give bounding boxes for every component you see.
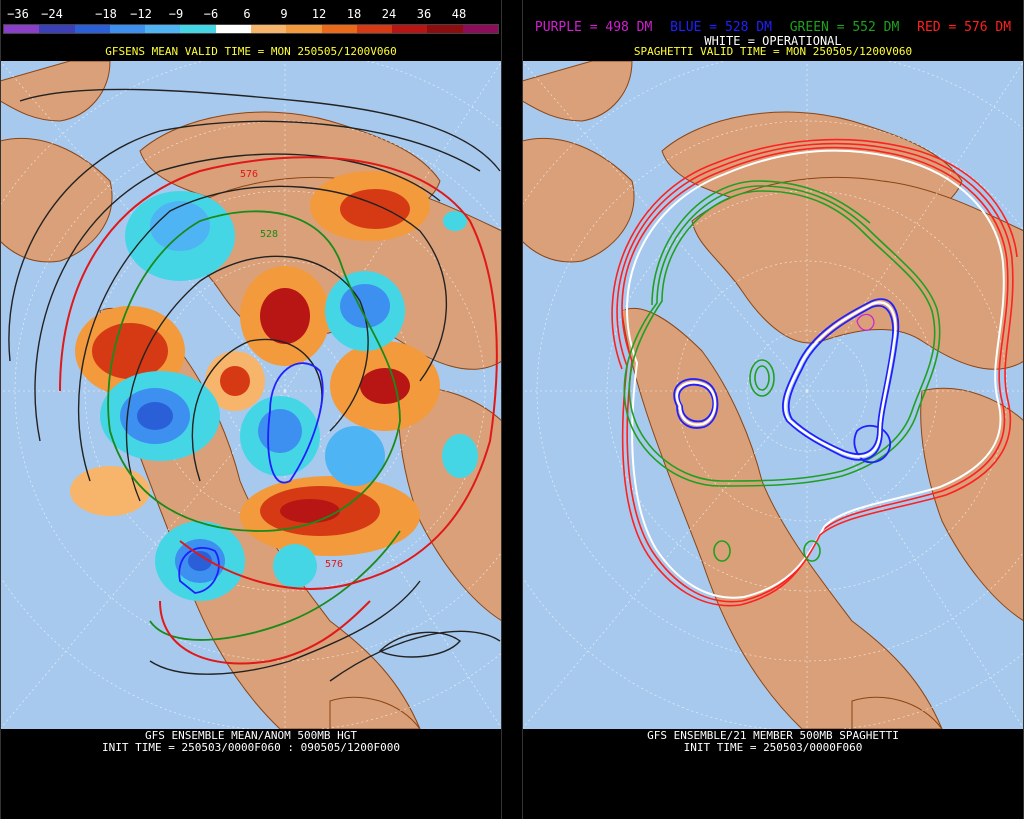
meridian	[806, 61, 1024, 392]
europe-land	[522, 137, 635, 263]
colorbar-swatch	[39, 25, 75, 33]
mean-footer-title: GFS ENSEMBLE MEAN/ANOM 500MB HGT	[145, 729, 357, 742]
colorbar-label: 9	[280, 7, 288, 21]
green-552-spaghetti	[623, 180, 941, 562]
mean-footer-init: INIT TIME = 250503/0000F060 : 090505/120…	[101, 741, 400, 754]
europe-land	[0, 137, 113, 263]
panel-gutter	[502, 0, 522, 819]
colorbar-label: −18	[95, 7, 117, 21]
contour-label: 576	[325, 559, 343, 570]
purple-498-spaghetti	[856, 313, 875, 331]
colorbar-label: −36	[7, 7, 29, 21]
colorbar-label: 12	[311, 7, 327, 21]
colorbar-label: −24	[41, 7, 63, 21]
blue-528-spaghetti	[673, 298, 900, 464]
spaghetti-map	[522, 61, 1024, 729]
contour-label: 528	[260, 229, 278, 240]
colorbar-label: 36	[416, 7, 432, 21]
white-operational	[675, 301, 897, 458]
south-america-land	[329, 696, 421, 729]
africa-land	[0, 61, 111, 122]
red-contours	[59, 156, 498, 665]
meridian	[284, 390, 502, 729]
colorbar-label: 48	[451, 7, 467, 21]
blue-contours	[178, 362, 324, 594]
colorbar-swatch	[145, 25, 181, 33]
colorbar-swatch	[250, 25, 287, 33]
mean-valid-time: GFSENS MEAN VALID TIME = MON 250505/1200…	[105, 45, 397, 58]
height-contours	[8, 88, 501, 682]
spaghetti-valid-time: SPAGHETTI VALID TIME = MON 250505/1200V0…	[633, 45, 913, 58]
colorbar-swatch	[462, 25, 498, 33]
legend-red: RED = 576 DM	[917, 20, 1012, 35]
africa-land	[522, 61, 633, 122]
colorbar-label: 6	[243, 7, 251, 21]
colorbar-swatch	[427, 25, 463, 33]
red-576-spaghetti	[611, 138, 1018, 607]
colorbar-swatch	[286, 25, 322, 33]
legend-green: GREEN = 552 DM	[789, 20, 900, 35]
spaghetti-panel: PURPLE = 498 DM BLUE = 528 DM GREEN = 55…	[522, 0, 1024, 819]
colorbar-swatch	[392, 25, 428, 33]
ensemble-mean-panel: −36 −24 −18 −12 −9 −6 6 9 12 18 24 36 48…	[0, 0, 502, 819]
colorbar-label: −6	[203, 7, 219, 21]
colorbar-label: 18	[346, 7, 362, 21]
legend-operational: WHITE = OPERATIONAL	[704, 34, 842, 48]
colorbar-swatch	[74, 25, 110, 33]
contour-label: 576	[240, 169, 258, 180]
colorbar-labels: −36 −24 −18 −12 −9 −6 6 9 12 18 24 36 48	[0, 7, 502, 21]
colorbar-swatch	[321, 25, 357, 33]
anomaly-colorbar	[3, 24, 499, 34]
colorbar-label: −12	[130, 7, 152, 21]
colorbar-label: −9	[168, 7, 184, 21]
colorbar-swatch	[4, 25, 40, 33]
legend-blue: BLUE = 528 DM	[670, 20, 772, 35]
south-america-land	[851, 696, 943, 729]
colorbar-swatch	[109, 25, 146, 33]
eurasia-land	[691, 176, 1024, 370]
legend-purple: PURPLE = 498 DM	[534, 20, 653, 35]
colorbar-swatch	[180, 25, 216, 33]
spaghetti-legend: PURPLE = 498 DM BLUE = 528 DM GREEN = 55…	[522, 20, 1024, 35]
negative-anomalies	[100, 191, 478, 601]
colorbar-swatch	[356, 25, 393, 33]
meridian	[806, 390, 1024, 729]
meridian	[0, 390, 286, 729]
ensemble-mean-map: 576 528 576	[0, 61, 502, 729]
colorbar-label: 24	[381, 7, 397, 21]
spaghetti-footer-title: GFS ENSEMBLE/21 MEMBER 500MB SPAGHETTI	[647, 729, 899, 742]
colorbar-swatch	[215, 25, 251, 33]
spaghetti-footer-init: INIT TIME = 250503/0000F060	[683, 741, 863, 754]
green-contours	[107, 210, 401, 641]
